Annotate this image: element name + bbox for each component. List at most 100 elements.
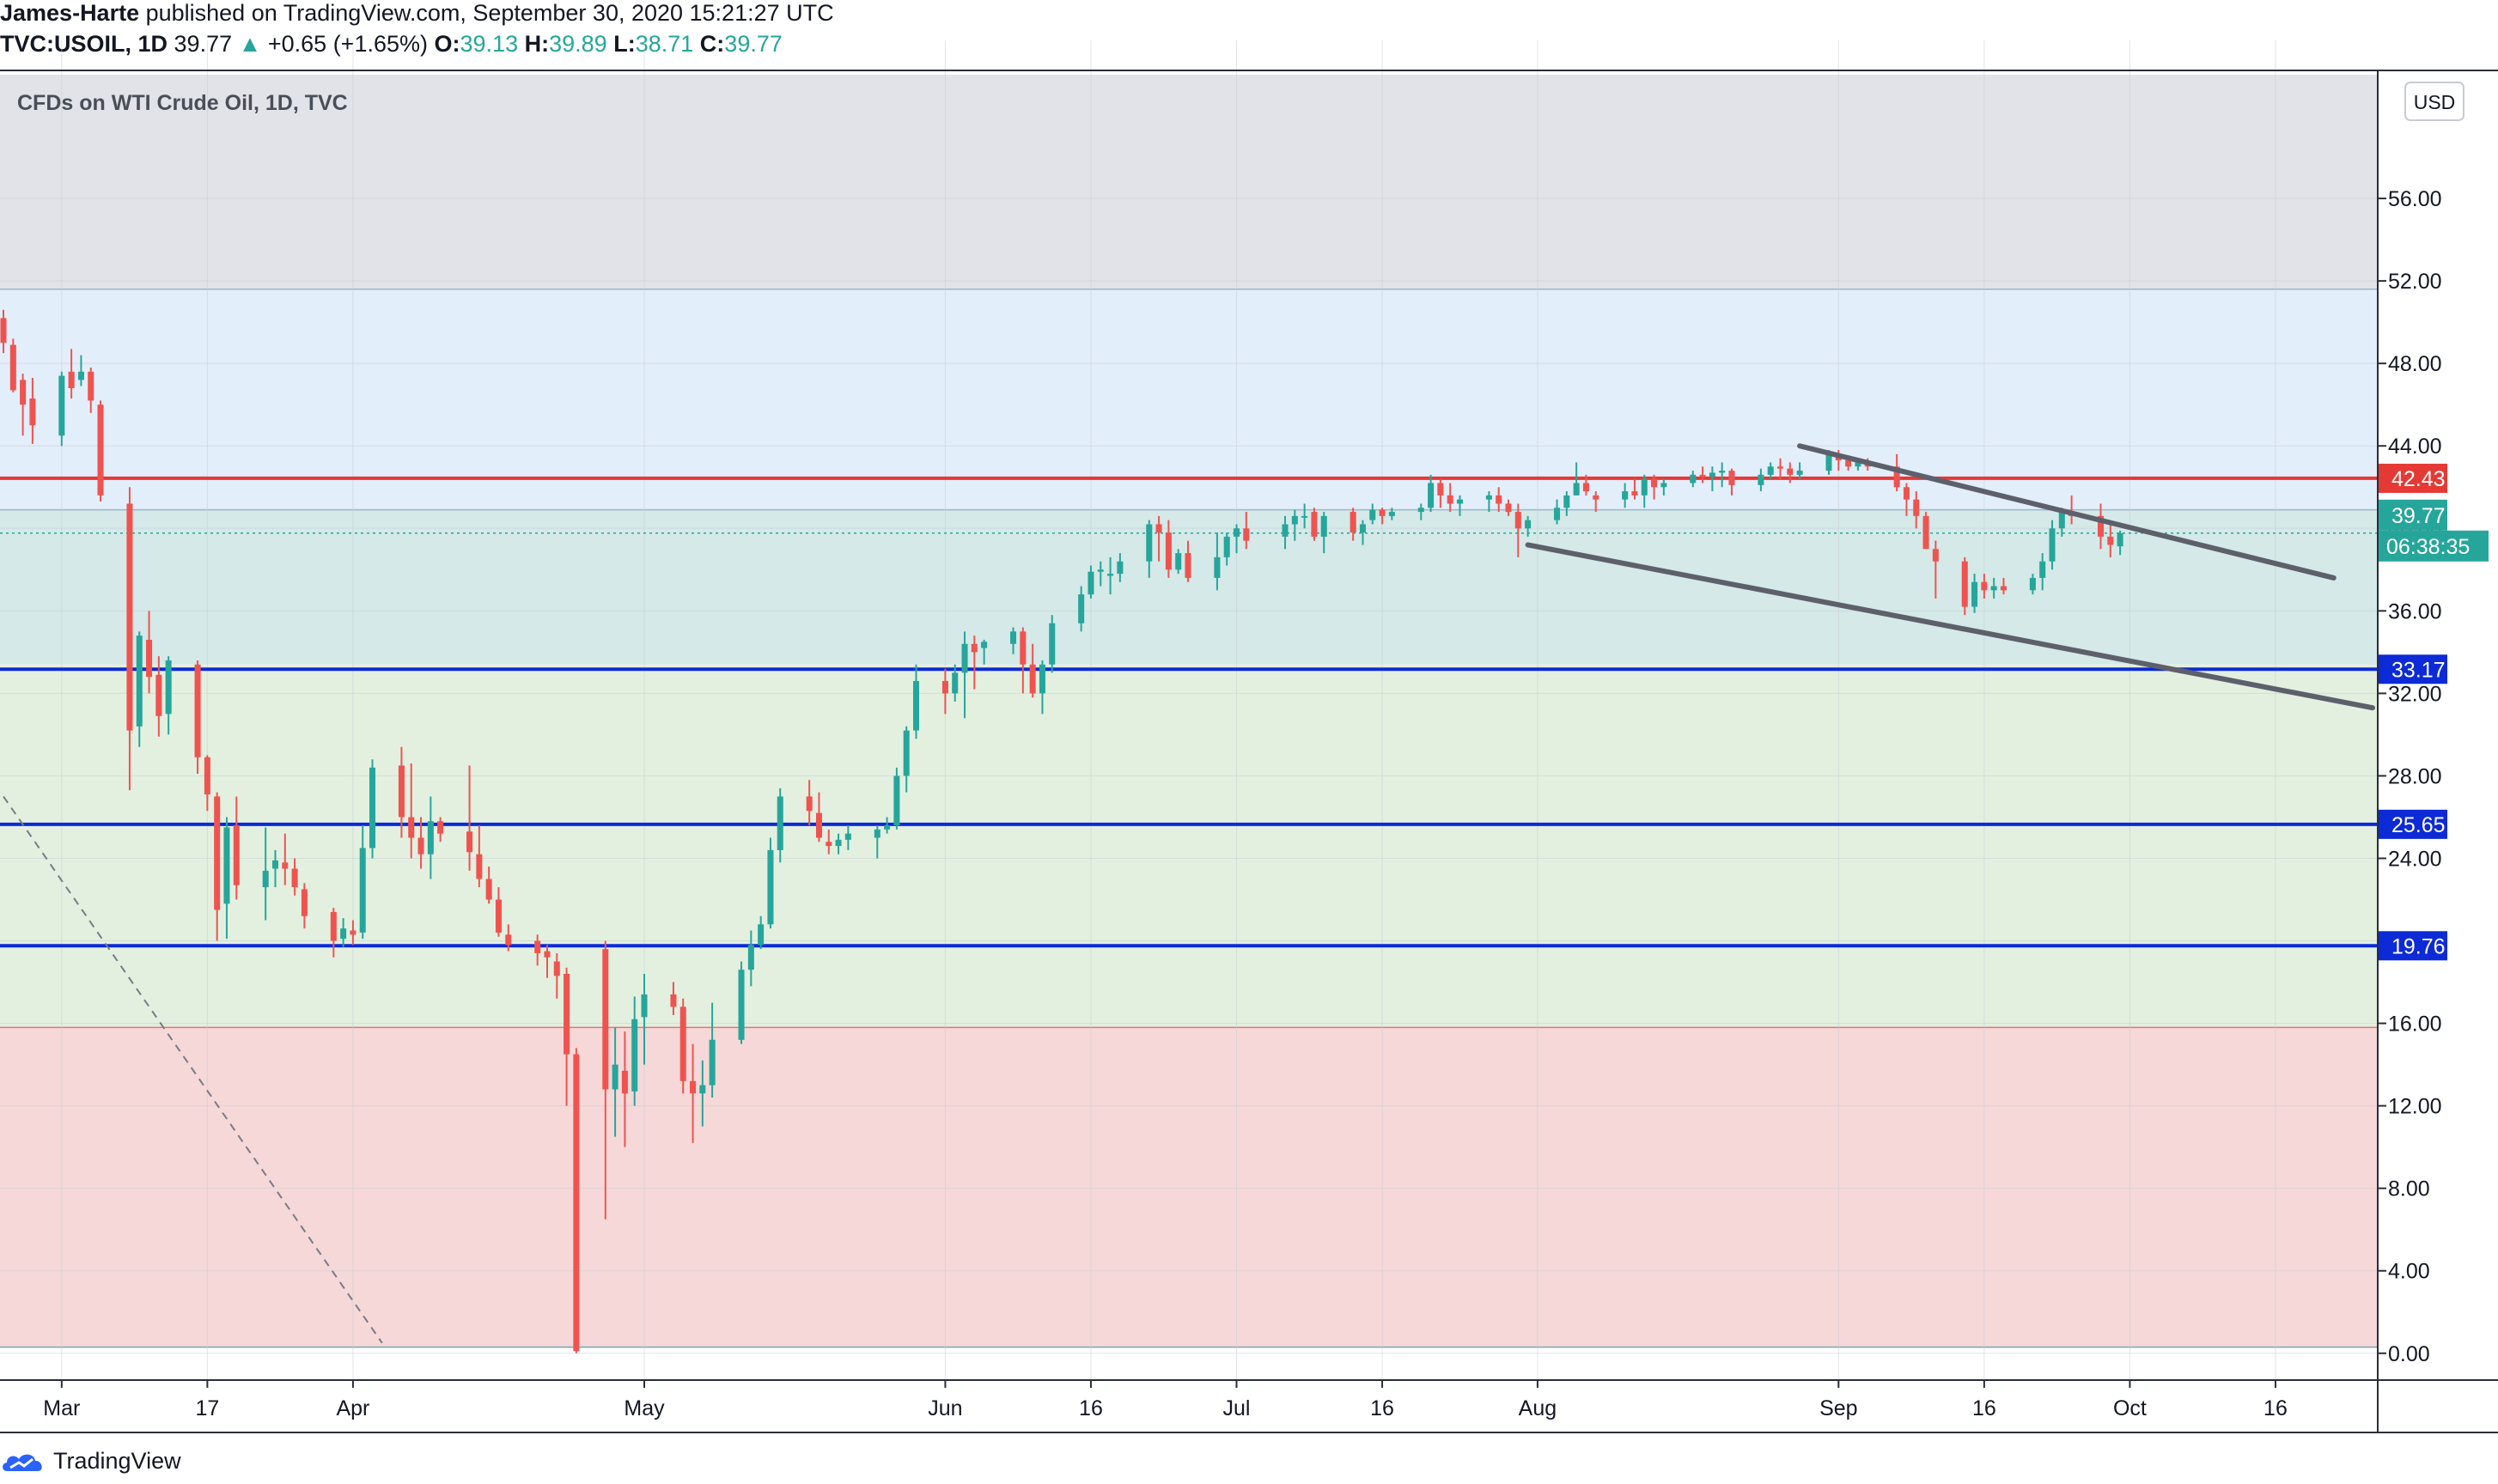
trendline-1[interactable]: [1797, 443, 2337, 581]
candle-body: [641, 994, 648, 1018]
x-tick-label: Sep: [1819, 1396, 1857, 1420]
currency-label: USD: [2414, 91, 2456, 113]
close-value: 39.77: [724, 31, 783, 57]
candle-body: [2039, 561, 2046, 578]
candle-body: [88, 371, 94, 401]
candle-body: [1709, 472, 1715, 477]
candle-body: [417, 837, 424, 855]
candle-body: [1525, 520, 1532, 529]
candle-body: [767, 849, 774, 925]
open-label: O:: [434, 31, 460, 57]
candle-body: [1845, 460, 1852, 467]
candle-body: [1932, 549, 1939, 562]
candle-body: [1020, 631, 1027, 665]
candle-body: [476, 854, 483, 879]
candle-body: [1233, 528, 1240, 537]
level-tag-33.17-bg: [2379, 654, 2447, 684]
candle-body: [330, 911, 337, 941]
author-name[interactable]: James-Harte: [0, 0, 140, 26]
candle-body: [2117, 532, 2123, 547]
candle-body: [291, 868, 298, 888]
symbol-line: TVC:USOIL, 1D 39.77 ▲ +0.65 (+1.65%) O:3…: [0, 31, 783, 58]
candle-body: [709, 1039, 716, 1086]
candle-body: [1359, 524, 1366, 533]
candle-body: [350, 930, 356, 935]
y-tick-label: 24.00: [2388, 847, 2442, 871]
close-label: C:: [699, 31, 725, 57]
candle-body: [1049, 623, 1056, 665]
candle-body: [223, 827, 230, 904]
candle-body: [961, 643, 968, 673]
candle-body: [155, 674, 162, 716]
candle-body: [1223, 536, 1230, 557]
candle-body: [670, 994, 677, 1007]
candle-body: [1165, 532, 1172, 570]
candle-body: [1175, 553, 1182, 570]
currency-button[interactable]: USD: [2404, 82, 2464, 121]
candle-body: [1311, 512, 1318, 537]
candle-body: [1563, 495, 1570, 508]
candle-body: [1593, 495, 1599, 500]
candle-body: [1758, 474, 1764, 485]
candle-body: [1320, 515, 1327, 537]
x-tick-label: Oct: [2113, 1396, 2147, 1420]
dashed-trendline[interactable]: [3, 795, 383, 1344]
symbol-name: TVC:USOIL, 1D: [0, 31, 168, 57]
trendline-2[interactable]: [1525, 542, 2375, 711]
candle-body: [1776, 466, 1784, 469]
candle-body: [1388, 512, 1395, 516]
level-tag-19.76: 19.76: [2391, 934, 2446, 958]
candle-body: [271, 860, 279, 869]
candle-body: [1971, 581, 1978, 607]
tradingview-logo[interactable]: TradingView: [0, 1448, 181, 1475]
candle-body: [1010, 631, 1017, 644]
candle-body: [1078, 594, 1085, 623]
price-change: +0.65 (+1.65%): [267, 31, 429, 57]
y-tick-label: 48.00: [2388, 352, 2442, 376]
zone-4: [0, 1027, 2378, 1347]
candle-body: [952, 672, 959, 694]
candle-body: [1893, 466, 1900, 488]
level-tag-33.17: 33.17: [2391, 658, 2446, 682]
candle-body: [1651, 478, 1658, 488]
y-tick-label: 8.00: [2388, 1177, 2430, 1201]
candle-body: [29, 398, 36, 426]
candle-body: [826, 842, 832, 847]
candle-body: [1825, 453, 1832, 471]
candle-body: [1485, 495, 1492, 500]
candle-body: [941, 680, 948, 694]
change-arrow-icon: ▲: [238, 31, 262, 57]
y-tick-label: 4.00: [2388, 1260, 2430, 1284]
candle-body: [1291, 515, 1298, 525]
candle-body: [806, 796, 813, 812]
candle-body: [631, 1019, 638, 1092]
y-tick-label: 16.00: [2388, 1013, 2442, 1037]
candle-body: [466, 831, 473, 853]
candle-body: [485, 879, 492, 900]
x-tick-label: 17: [195, 1396, 219, 1420]
candle-body: [437, 821, 444, 834]
countdown-tag-bg: [2379, 530, 2489, 562]
candle-body: [1796, 471, 1803, 475]
candle-body: [146, 639, 153, 678]
x-tick-label: Jul: [1223, 1396, 1251, 1420]
y-tick-label: 36.00: [2388, 599, 2442, 623]
candle-body: [408, 817, 415, 838]
x-tick-label: Apr: [336, 1396, 369, 1420]
candle-body: [1185, 553, 1191, 578]
candle-body: [1301, 515, 1308, 518]
y-tick-label: 52.00: [2388, 270, 2442, 294]
tradingview-wordmark: TradingView: [53, 1448, 181, 1474]
high-label: H:: [524, 31, 550, 57]
candle-body: [1097, 569, 1104, 572]
x-tick-label: 16: [2263, 1396, 2288, 1420]
candle-body: [1417, 508, 1424, 513]
level-tag-19.76-bg: [2379, 931, 2447, 961]
level-tag-42.43-bg: [2379, 463, 2447, 493]
candle-body: [679, 1007, 686, 1081]
candle-body: [1699, 474, 1706, 477]
candle-body: [204, 757, 210, 795]
candle-body: [1767, 466, 1774, 475]
candle-body: [1379, 509, 1386, 516]
